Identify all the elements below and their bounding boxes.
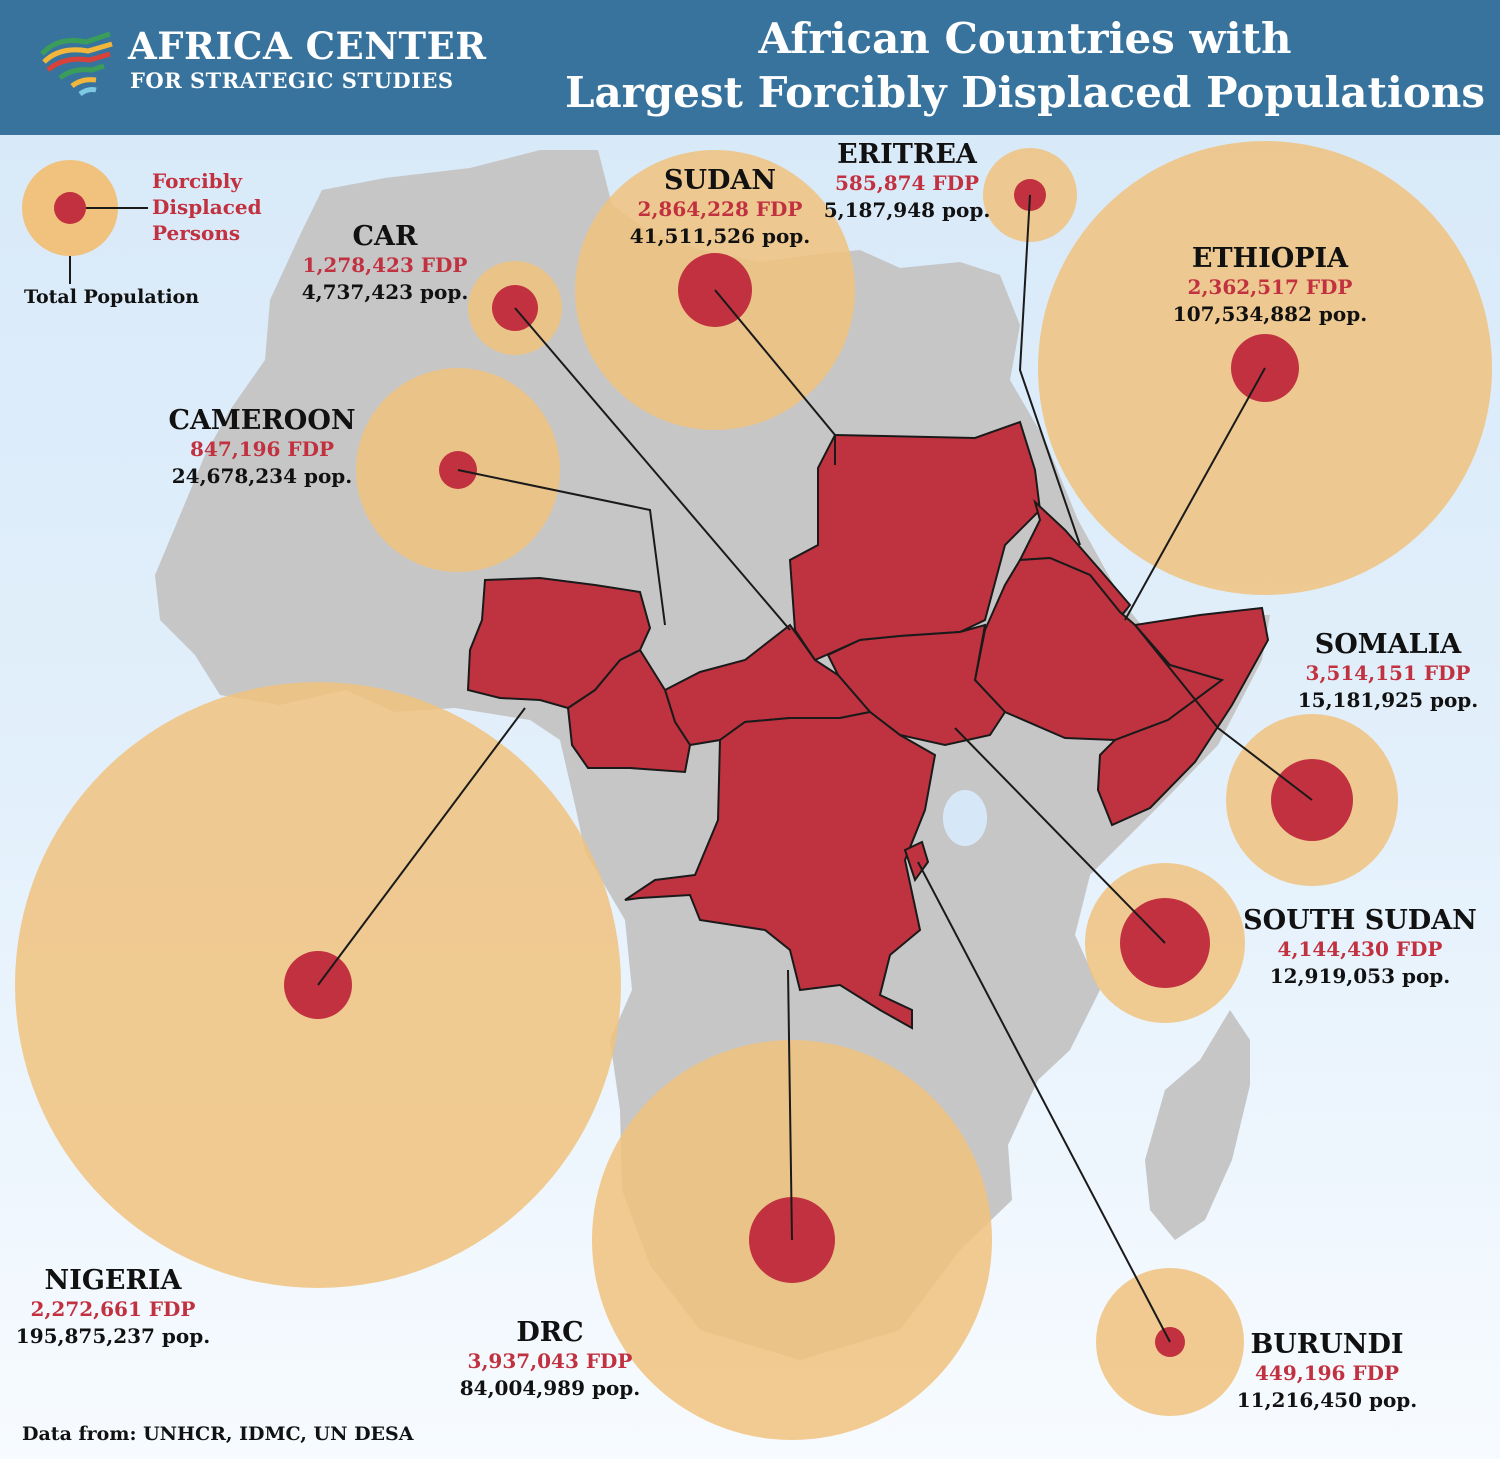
leader-lines — [317, 194, 1313, 1343]
org-name: AFRICA CENTER — [128, 24, 487, 68]
label-south-sudan: SOUTH SUDAN 4,144,430 FDP 12,919,053 pop… — [1243, 905, 1477, 989]
burundi-shape — [903, 840, 930, 883]
leader-line-drc — [787, 969, 793, 1241]
legend-fdp-label: Forcibly Displaced Persons — [152, 169, 262, 245]
leader-line-eritrea — [1018, 194, 1081, 546]
somalia-shape — [1096, 606, 1270, 827]
africa-center-logo-icon — [40, 31, 113, 97]
page-title-line-1: African Countries with — [758, 14, 1292, 63]
leader-line-south-sudan — [954, 727, 1166, 944]
leader-line-ethiopia — [1124, 367, 1266, 621]
leader-line-car — [514, 307, 791, 631]
label-eritrea: ERITREA 585,874 FDP 5,187,948 pop. — [823, 139, 991, 223]
leader-line-nigeria — [317, 707, 526, 986]
label-nigeria: NIGERIA 2,272,661 FDP 195,875,237 pop. — [15, 1265, 211, 1349]
leader-line-sudan — [714, 289, 836, 465]
org-subtitle: FOR STRATEGIC STUDIES — [130, 68, 454, 93]
label-burundi: BURUNDI 449,196 FDP 11,216,450 pop. — [1236, 1329, 1418, 1413]
leader-line-burundi — [917, 861, 1171, 1343]
page-title-line-2: Largest Forcibly Displaced Populations — [564, 68, 1486, 117]
label-somalia: SOMALIA 3,514,151 FDP 15,181,925 pop. — [1297, 629, 1479, 713]
leader-line-cameroon — [457, 469, 666, 626]
header-bar: AFRICA CENTER FOR STRATEGIC STUDIES Afri… — [0, 0, 1500, 135]
label-cameroon: CAMEROON 847,196 FDP 24,678,234 pop. — [168, 405, 356, 489]
label-car: CAR 1,278,423 FDP 4,737,423 pop. — [301, 221, 469, 305]
madagascar-shape — [1145, 1010, 1250, 1240]
highlighted-countries — [466, 420, 1270, 1030]
drc-shape — [624, 710, 937, 1030]
legend-population-label: Total Population — [24, 286, 200, 308]
nigeria-shape — [466, 576, 652, 710]
label-drc: DRC 3,937,043 FDP 84,004,989 pop. — [459, 1317, 641, 1401]
legend-graphic — [22, 160, 148, 284]
label-ethiopia: ETHIOPIA 2,362,517 FDP 107,534,882 pop. — [1172, 243, 1368, 327]
lake-victoria-shape — [943, 790, 987, 846]
label-sudan: SUDAN 2,864,228 FDP 41,511,526 pop. — [629, 165, 811, 249]
leader-line-somalia — [1134, 624, 1313, 801]
legend-fdp-circle — [54, 192, 86, 224]
source-note: Data from: UNHCR, IDMC, UN DESA — [22, 1423, 414, 1445]
